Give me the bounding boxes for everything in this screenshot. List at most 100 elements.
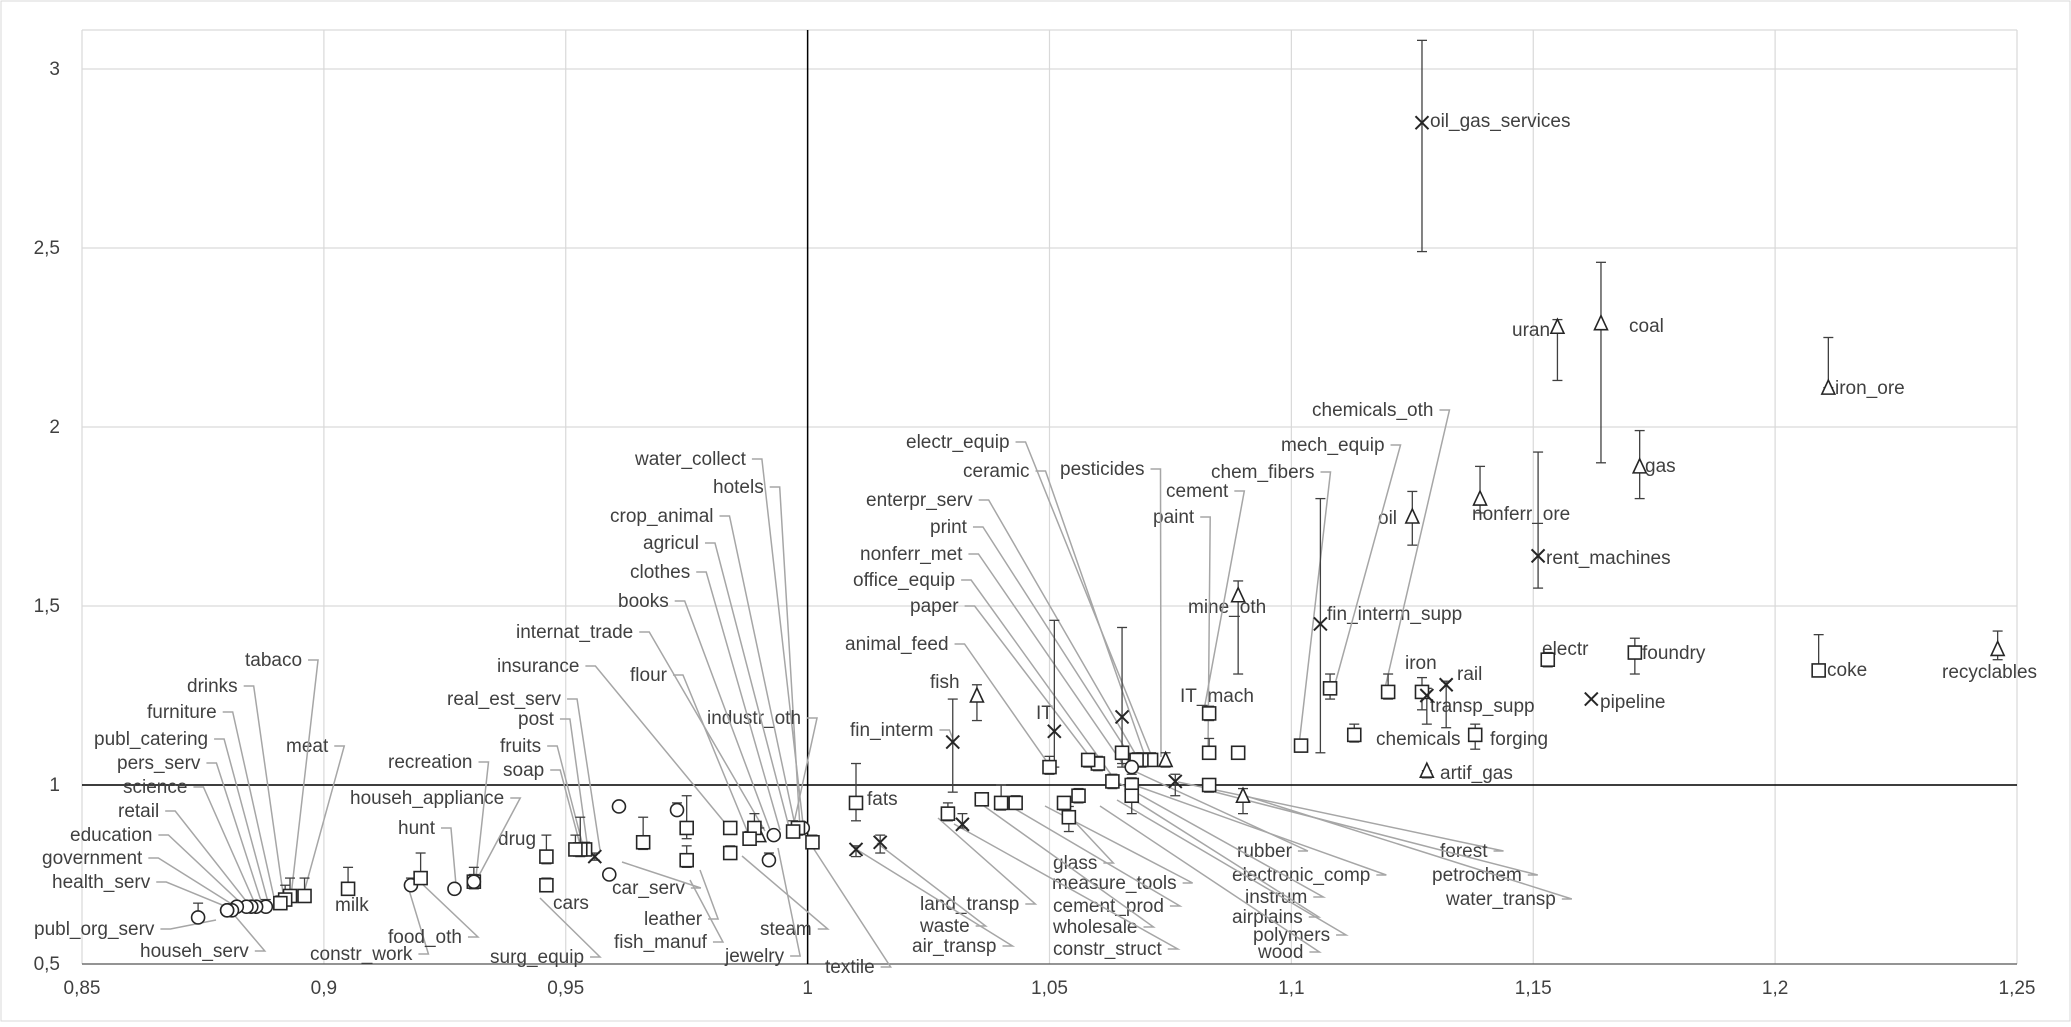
- marker-x: [1047, 724, 1062, 739]
- point-label: uran: [1512, 320, 1550, 341]
- leader-line: [639, 631, 766, 832]
- point-label: measure_tools: [1052, 873, 1177, 894]
- point-label: electr_equip: [906, 432, 1010, 453]
- point-label: pesticides: [1060, 459, 1145, 480]
- point-label: fish_manuf: [614, 932, 708, 953]
- marker-square: [539, 877, 554, 893]
- point-label: mine_oth: [1188, 597, 1266, 618]
- point-label: rail: [1457, 664, 1482, 685]
- leader-line: [156, 881, 233, 910]
- leader-line: [214, 738, 269, 903]
- point-label: office_equip: [853, 570, 955, 591]
- marker-square: [1042, 759, 1057, 775]
- leader-line: [1203, 490, 1246, 711]
- point-label: oil: [1378, 508, 1397, 529]
- marker-square: [1201, 745, 1217, 761]
- marker-square: [1322, 681, 1338, 696]
- marker-square: [1540, 652, 1556, 668]
- point-label: air_transp: [912, 936, 997, 957]
- point-label: wood: [1257, 942, 1303, 963]
- marker-circle: [601, 867, 617, 882]
- point-label: IT: [1036, 703, 1053, 724]
- x-tick-label: 1,15: [1515, 978, 1552, 999]
- point-label: constr_struct: [1053, 939, 1162, 960]
- leader-line: [699, 869, 720, 920]
- marker-triangle: [1230, 585, 1246, 603]
- x-tick-label: 1,25: [1999, 978, 2036, 999]
- marker-square: [805, 834, 820, 850]
- point-label: flour: [630, 665, 668, 686]
- x-tick-label: 0,95: [547, 978, 584, 999]
- marker-circle: [761, 852, 777, 868]
- leader-line: [1133, 770, 1309, 852]
- point-label: fin_interm_supp: [1327, 604, 1462, 625]
- leader-line: [777, 847, 802, 957]
- leader-line: [791, 717, 818, 833]
- leader-line: [1200, 516, 1211, 752]
- point-label: glass: [1053, 853, 1097, 874]
- point-label: coal: [1629, 316, 1664, 337]
- leader-line: [1133, 799, 1322, 918]
- leader-line: [968, 553, 1128, 771]
- marker-square: [679, 820, 694, 836]
- point-label: artif_gas: [1440, 763, 1513, 784]
- point-label: chem_fibers: [1211, 462, 1315, 483]
- marker-x: [1414, 115, 1430, 130]
- marker-x: [872, 835, 888, 850]
- marker-square: [1230, 745, 1246, 761]
- marker-triangle: [1593, 313, 1609, 331]
- leader-line: [1150, 468, 1162, 758]
- point-label: iron_ore: [1835, 378, 1905, 399]
- marker-square: [1124, 788, 1140, 804]
- point-label: food_oth: [388, 927, 462, 948]
- point-label: oil_gas_services: [1430, 111, 1570, 132]
- marker-x: [955, 817, 970, 832]
- x-tick-label: 1,05: [1031, 978, 1068, 999]
- point-label: drug: [498, 829, 536, 850]
- leader-line: [751, 458, 804, 825]
- marker-square: [785, 824, 801, 839]
- point-label: jewelry: [724, 946, 785, 967]
- marker-x: [1584, 691, 1599, 707]
- point-label: publ_org_serv: [34, 919, 155, 940]
- marker-square: [848, 795, 864, 811]
- leader-line: [672, 674, 749, 834]
- point-label: fats: [867, 789, 898, 810]
- point-label: fruits: [500, 736, 541, 757]
- point-label: forest: [1440, 841, 1488, 862]
- point-label: clothes: [630, 562, 690, 583]
- point-label: post: [518, 709, 555, 730]
- point-label: surg_equip: [490, 947, 584, 968]
- point-label: rubber: [1237, 841, 1293, 862]
- marker-circle: [1124, 759, 1140, 775]
- y-tick-label: 1,5: [34, 596, 60, 617]
- data-markers: [190, 115, 2006, 925]
- marker-square: [1201, 706, 1217, 721]
- marker-square: [1380, 684, 1396, 700]
- marker-square: [940, 806, 956, 821]
- marker-square: [974, 792, 990, 807]
- point-label: animal_feed: [845, 634, 949, 655]
- marker-triangle: [1235, 786, 1251, 804]
- y-tick-label: 2,5: [34, 238, 60, 259]
- leader-line: [475, 761, 490, 878]
- leader-line: [1035, 470, 1148, 763]
- leader-line: [1298, 471, 1332, 746]
- leader-line: [1116, 781, 1327, 898]
- leader-line: [243, 685, 285, 901]
- leader-line: [206, 762, 263, 905]
- marker-square: [297, 888, 312, 904]
- point-label: real_est_serv: [447, 689, 562, 710]
- x-tick-label: 0,9: [311, 978, 337, 999]
- marker-square: [1811, 663, 1826, 678]
- marker-square: [722, 845, 738, 861]
- y-tick-label: 1: [49, 775, 60, 796]
- marker-square: [679, 852, 694, 868]
- marker-square: [1080, 752, 1096, 768]
- leader-line: [302, 745, 346, 897]
- point-label: internat_trade: [516, 622, 633, 643]
- point-label: nonferr_met: [860, 544, 963, 565]
- point-label: electronic_comp: [1232, 865, 1370, 886]
